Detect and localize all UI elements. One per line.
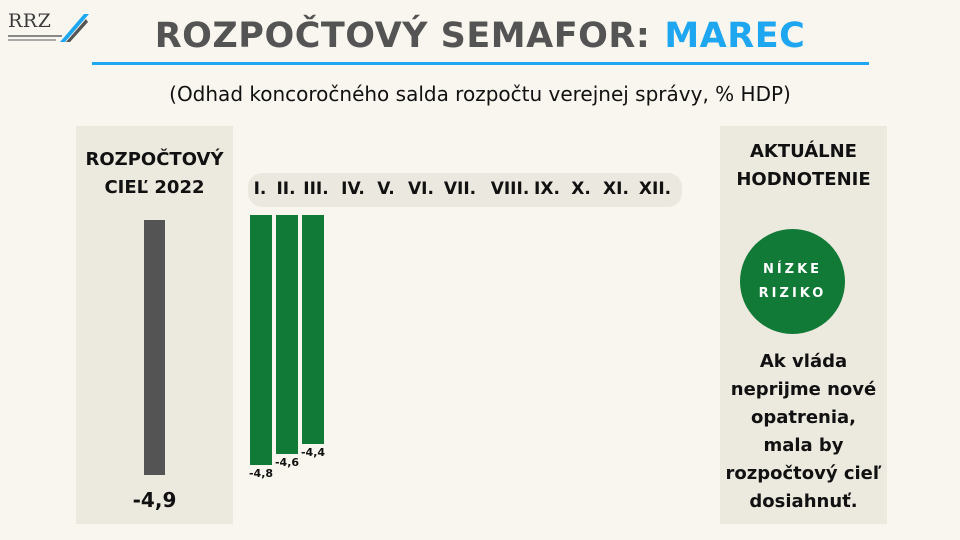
month-label: X. (571, 179, 591, 199)
assessment-heading-line1: AKTUÁLNE (750, 141, 857, 162)
assessment-heading-line2: HODNOTENIE (736, 169, 871, 190)
risk-line2: RIZIKO (758, 285, 827, 301)
month-label: IX. (534, 179, 560, 199)
title-month: MAREC (664, 16, 806, 56)
assessment-text-line: rozpočtový cieľ (725, 463, 882, 484)
risk-line1: NÍZKE (762, 261, 823, 277)
bar (302, 215, 324, 444)
month-label: VI. (408, 179, 434, 199)
logo-underline-2 (8, 39, 56, 41)
assessment-text-line: opatrenia, (750, 407, 857, 428)
subtitle: (Odhad koncoročného salda rozpočtu verej… (169, 82, 791, 106)
rrz-logo: RRZ (6, 6, 89, 50)
month-label: III. (303, 179, 329, 199)
bar-label: -4,6 (274, 456, 300, 470)
assessment-text: Ak vláda neprijme nové opatrenia, mala by ro… (720, 348, 887, 516)
month-label: V. (377, 179, 395, 199)
target-bar (144, 220, 165, 475)
bar-label: -4,4 (300, 445, 326, 459)
target-heading-line2: CIEĽ 2022 (104, 177, 205, 198)
logo-text: RRZ (8, 10, 52, 32)
month-strip: I. II. III. IV. V. VI. VII. VIII. IX. X. XI. XII. (248, 173, 682, 207)
month-label: VII. (443, 179, 477, 199)
target-panel: ROZPOČTOVÝ CIEĽ 2022 -4,9 (76, 126, 233, 524)
assessment-text-line: Ak vláda (759, 351, 848, 372)
assessment-panel: AKTUÁLNE HODNOTENIE NÍZKE RIZIKO Ak vlád… (720, 126, 887, 524)
month-label: XII. (638, 179, 672, 199)
assessment-heading: AKTUÁLNE HODNOTENIE (720, 138, 887, 194)
month-label: VIII. (490, 179, 530, 199)
page-title: ROZPOČTOVÝ SEMAFOR: MAREC (0, 16, 960, 56)
assessment-text-line: mala by (763, 435, 844, 456)
title-underline (92, 62, 869, 65)
target-heading-line1: ROZPOČTOVÝ (85, 149, 224, 170)
month-label: II. (276, 179, 296, 199)
month-label: I. (253, 179, 267, 199)
target-heading: ROZPOČTOVÝ CIEĽ 2022 (76, 146, 233, 202)
target-value: -4,9 (132, 488, 177, 512)
month-label: IV. (341, 179, 365, 199)
risk-indicator: NÍZKE RIZIKO (740, 229, 845, 334)
month-label: XI. (603, 179, 629, 199)
assessment-text-line: dosiahnuť. (749, 491, 858, 512)
bar (250, 215, 272, 465)
logo-underline (8, 35, 62, 37)
title-main: ROZPOČTOVÝ SEMAFOR: (154, 16, 651, 56)
logo-slash-icon (60, 14, 89, 42)
bar-label: -4,8 (248, 466, 274, 480)
assessment-text-line: neprijme nové (730, 379, 877, 400)
bar (276, 215, 298, 455)
